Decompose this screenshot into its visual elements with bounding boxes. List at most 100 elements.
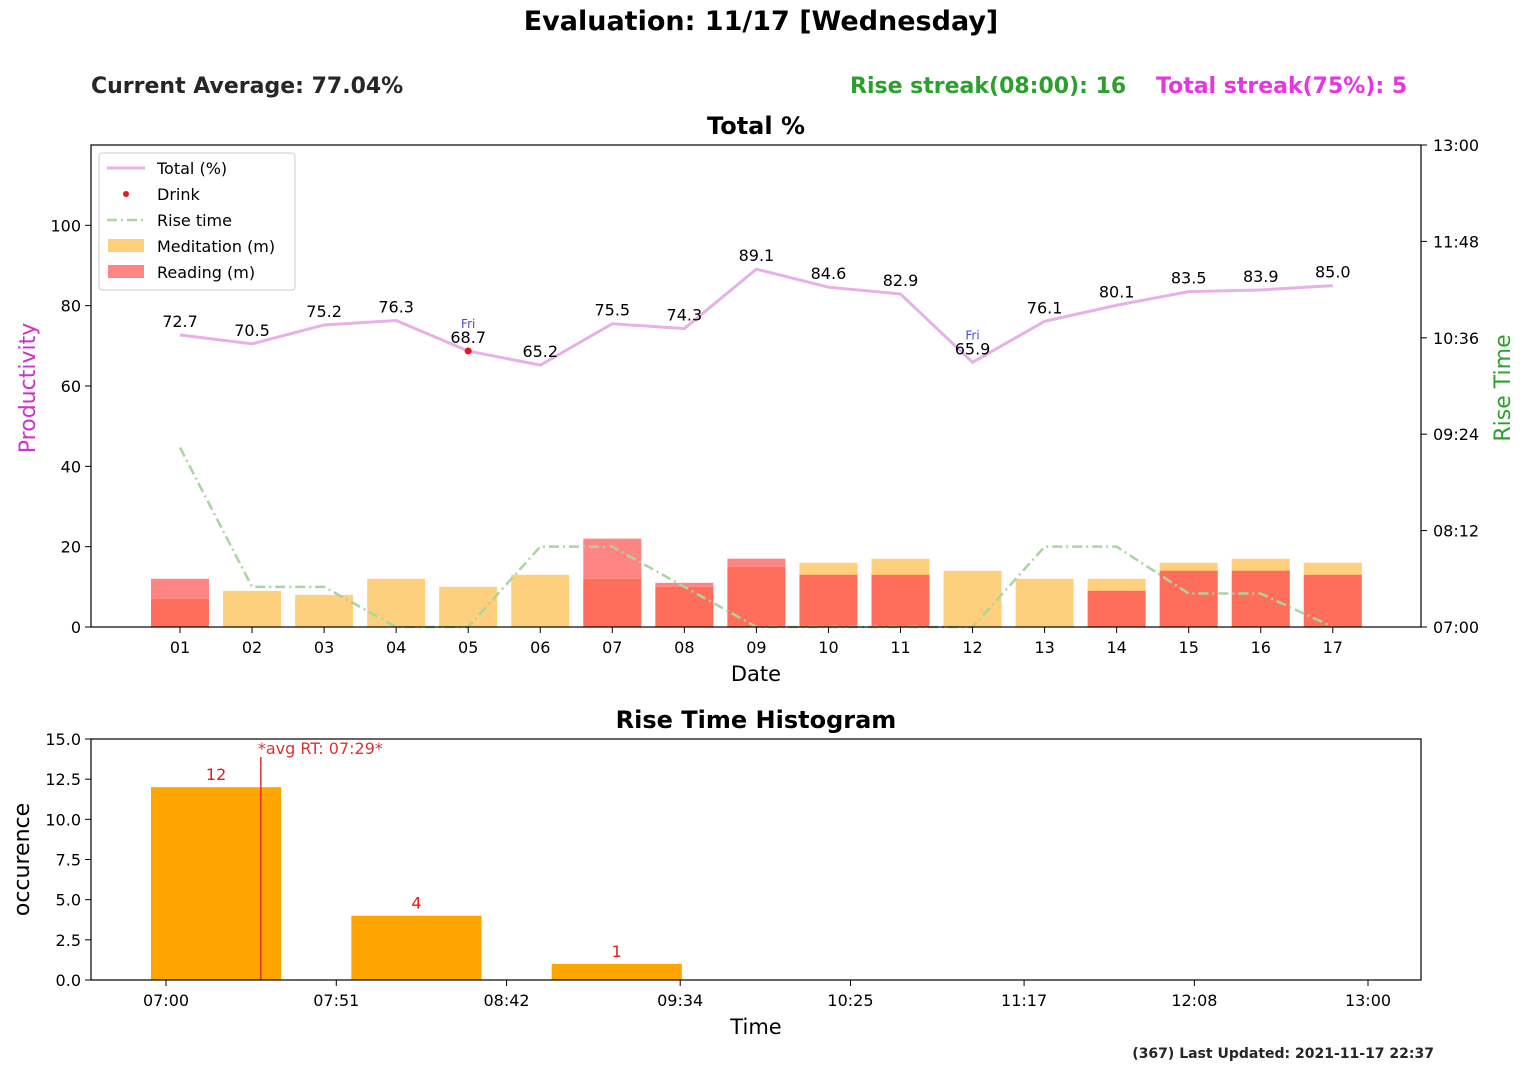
x-tick-label: 15 — [1179, 638, 1199, 657]
x-tick-label: 04 — [386, 638, 406, 657]
avg-rise-time-label: *avg RT: 07:29* — [258, 739, 383, 758]
total-value-label: 75.2 — [306, 302, 342, 321]
total-value-label: 84.6 — [811, 264, 847, 283]
y-tick-label: 20 — [61, 538, 81, 557]
legend-label: Rise time — [157, 211, 232, 230]
total-value-label: 85.0 — [1315, 263, 1351, 282]
reading-bar — [583, 578, 642, 627]
rise-streak: Rise streak(08:00): 16 — [850, 74, 1127, 99]
histogram-bar-label: 1 — [612, 942, 622, 961]
reading-bar — [871, 574, 930, 627]
y2-tick-label: 13:00 — [1433, 136, 1479, 155]
y2-tick-label: 11:48 — [1433, 232, 1479, 251]
y-tick-label: 100 — [50, 216, 81, 235]
histogram-title: Rise Time Histogram — [616, 706, 897, 734]
hist-x-tick-label: 10:25 — [827, 991, 873, 1010]
last-updated: (367) Last Updated: 2021-11-17 22:37 — [1132, 1046, 1434, 1062]
hist-y-tick-label: 15.0 — [45, 730, 81, 749]
total-value-label: 74.3 — [667, 306, 703, 325]
total-value-label: 75.5 — [594, 301, 630, 320]
x-tick-label: 13 — [1034, 638, 1054, 657]
legend-swatch-meditation — [108, 239, 144, 252]
reading-bar — [151, 598, 209, 627]
chart-title: Total % — [707, 112, 805, 140]
y-tick-label: 80 — [61, 297, 81, 316]
legend-label: Drink — [157, 185, 200, 204]
total-value-label: 68.7 — [450, 328, 486, 347]
histogram-bar — [351, 915, 482, 980]
total-value-label: 89.1 — [739, 246, 775, 265]
histogram-bar — [551, 963, 682, 980]
total-value-label: 83.9 — [1243, 267, 1279, 286]
x-tick-label: 09 — [746, 638, 766, 657]
total-streak: Total streak(75%): 5 — [1156, 74, 1408, 99]
legend-label: Meditation (m) — [157, 237, 275, 256]
reading-bar-excess — [727, 558, 786, 567]
total-value-label: 72.7 — [162, 312, 198, 331]
legend-swatch-drink — [123, 191, 129, 197]
y2-axis-label: Rise Time — [1491, 334, 1516, 441]
total-chart: Total % 72.7 70.5 75.2 76.3 68.7 65.2 75.5 74.3 8… — [16, 112, 1516, 686]
page-title: Evaluation: 11/17 [Wednesday] — [523, 6, 999, 37]
drink-point — [464, 347, 472, 355]
hist-y-axis-label: occurence — [10, 803, 35, 916]
x-tick-label: 10 — [818, 638, 838, 657]
total-value-label: 82.9 — [883, 271, 919, 290]
hist-x-tick-label: 07:51 — [313, 991, 359, 1010]
hist-x-tick-label: 11:17 — [1001, 991, 1047, 1010]
hist-y-tick-label: 7.5 — [56, 851, 81, 870]
legend-label: Total (%) — [156, 159, 227, 178]
y2-tick-label: 09:24 — [1433, 425, 1479, 444]
hist-y-tick-label: 12.5 — [45, 770, 81, 789]
x-tick-label: 06 — [530, 638, 550, 657]
x-tick-label: 14 — [1106, 638, 1126, 657]
meditation-bar — [943, 570, 1002, 627]
hist-y-tick-label: 5.0 — [56, 891, 81, 910]
y2-tick-label: 07:00 — [1433, 618, 1479, 637]
reading-bar — [1231, 570, 1290, 627]
x-tick-label: 07 — [602, 638, 622, 657]
histogram-bar-label: 12 — [206, 765, 226, 784]
histogram-bar-label: 4 — [411, 894, 421, 913]
hist-x-tick-label: 09:34 — [657, 991, 703, 1010]
total-value-label: 70.5 — [234, 321, 270, 340]
total-value-label: 65.2 — [522, 342, 558, 361]
reading-bar — [655, 586, 714, 627]
hist-x-axis-label: Time — [729, 1015, 781, 1039]
total-value-label: 76.3 — [378, 298, 414, 317]
day-annotation: Fri — [461, 317, 475, 331]
legend-box — [98, 152, 296, 291]
hist-x-tick-label: 07:00 — [143, 991, 189, 1010]
meditation-bar — [223, 590, 282, 627]
x-tick-label: 16 — [1251, 638, 1271, 657]
total-value-label: 76.1 — [1027, 298, 1063, 317]
x-tick-label: 02 — [242, 638, 262, 657]
reading-bar-excess — [151, 578, 209, 599]
total-value-label: 83.5 — [1171, 269, 1207, 288]
hist-y-tick-label: 10.0 — [45, 810, 81, 829]
meditation-bar — [367, 578, 426, 627]
hist-x-tick-label: 08:42 — [484, 991, 530, 1010]
current-average: Current Average: 77.04% — [91, 74, 404, 99]
meditation-bar — [439, 586, 498, 627]
y-tick-label: 60 — [61, 377, 81, 396]
meditation-bar — [295, 594, 354, 627]
y-tick-label: 0 — [71, 618, 81, 637]
y-axis-label: Productivity — [16, 323, 41, 453]
x-tick-label: 01 — [170, 638, 190, 657]
meditation-bar — [1015, 578, 1074, 627]
hist-y-tick-label: 2.5 — [56, 931, 81, 950]
x-tick-label: 11 — [890, 638, 910, 657]
x-tick-label: 05 — [458, 638, 478, 657]
reading-bar — [799, 574, 858, 627]
y2-tick-label: 08:12 — [1433, 522, 1479, 541]
total-value-label: 65.9 — [955, 339, 991, 358]
x-axis-label: Date — [731, 662, 781, 686]
histogram-frame — [90, 738, 1422, 981]
hist-x-tick-label: 13:00 — [1345, 991, 1391, 1010]
y-tick-label: 40 — [61, 457, 81, 476]
hist-x-tick-label: 12:08 — [1171, 991, 1217, 1010]
meditation-bar — [511, 574, 570, 627]
total-line — [179, 267, 1333, 367]
